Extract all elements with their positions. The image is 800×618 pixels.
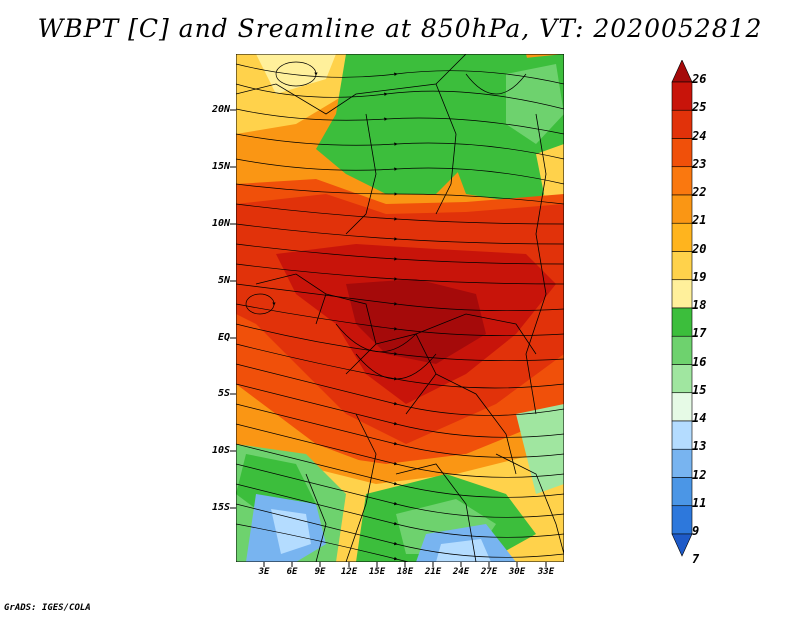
colorbar-box [671,194,693,224]
lat-label-10n: 10N [211,218,230,229]
lon-label-24e: 24E [452,567,470,577]
colorbar-box [671,251,693,281]
colorbar-box [671,420,693,450]
colorbar-label: 13 [692,439,707,454]
lon-label-9e: 9E [314,567,326,577]
lat-label-10s: 10S [211,445,230,456]
colorbar-label: 25 [692,100,707,115]
field-ne-yellow [536,144,564,204]
lat-label-15n: 15N [211,161,230,172]
lon-label-27e: 27E [480,567,498,577]
colorbar-box [671,477,693,507]
colorbar-box [671,335,693,365]
colorbar-label: 18 [692,298,707,312]
colorbar-label: 16 [692,354,707,369]
lon-label-6e: 6E [286,567,298,577]
colorbar-label: 19 [692,269,707,284]
colorbar-label: 12 [692,467,707,482]
colorbar-box [671,448,693,478]
streamlines [236,61,564,562]
colorbar-box [671,81,693,111]
lon-label-21e: 21E [424,567,442,577]
field-ne-lightgreen [506,64,564,144]
colorbar-bottom-triangle [671,533,693,557]
lat-label-5n: 5N [217,275,230,286]
lat-label-5s: 5S [217,388,230,399]
colorbar-label: 9 [692,524,700,538]
colorbar [671,60,693,557]
colorbar-label: 11 [692,495,707,510]
colorbar-label: 20 [692,241,707,256]
grads-credit: GrADS: IGES/COLA [4,603,91,613]
lon-label-15e: 15E [368,567,386,577]
colorbar-box [671,109,693,139]
lat-label-20n: 20N [211,104,230,115]
lon-label-33e: 33E [537,567,555,577]
colorbar-label: 24 [692,128,707,143]
colorbar-label: 23 [692,156,707,171]
colorbar-label: 14 [692,411,707,425]
colorbar-label: 7 [692,552,700,567]
colorbar-label: 17 [692,326,707,341]
colorbar-label: 26 [692,72,707,86]
lat-label-eq: EQ [217,332,230,343]
colorbar-box [671,279,693,309]
field-east-lightgreen [516,404,564,494]
colorbar-top-triangle [671,60,693,83]
plot-title: WBPT [C] and Sreamline at 850hPa, VT: 20… [37,14,763,43]
lat-label-15s: 15S [211,502,230,513]
colorbar-label: 22 [692,185,707,199]
colorbar-label: 21 [692,213,707,228]
colorbar-box [671,166,693,196]
colorbar-label: 15 [692,382,707,397]
wbpt-map [236,54,564,562]
lon-label-3e: 3E [258,567,270,577]
lon-label-12e: 12E [340,567,358,577]
colorbar-box [671,364,693,394]
lon-label-30e: 30E [508,567,526,577]
lon-label-18e: 18E [396,567,414,577]
colorbar-box [671,307,693,337]
colorbar-box [671,222,693,252]
colorbar-box [671,392,693,422]
colorbar-box [671,138,693,168]
colorbar-box [671,505,693,535]
